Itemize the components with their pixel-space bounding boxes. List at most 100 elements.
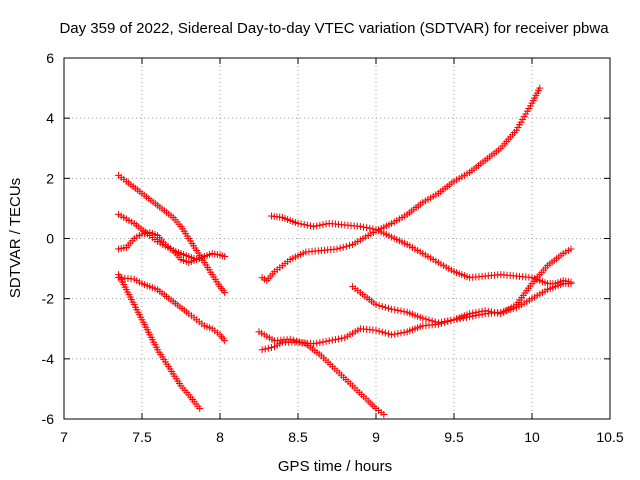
- data-point: [394, 306, 402, 314]
- data-point: [292, 337, 300, 345]
- x-tick-label: 8: [216, 429, 224, 445]
- data-point: [300, 221, 308, 229]
- data-point: [375, 327, 383, 335]
- data-point: [391, 306, 399, 314]
- data-point: [567, 245, 575, 253]
- data-point: [481, 307, 489, 315]
- data-point: [469, 309, 477, 317]
- x-tick-label: 9: [372, 429, 380, 445]
- data-point: [475, 308, 483, 316]
- data-point: [380, 410, 388, 418]
- data-point: [466, 310, 474, 318]
- x-tick-label: 7: [60, 429, 68, 445]
- data-point: [196, 404, 204, 412]
- data-points: [115, 84, 575, 418]
- data-point: [336, 244, 344, 252]
- data-point: [316, 221, 324, 229]
- data-point: [369, 225, 377, 233]
- data-point: [289, 336, 297, 344]
- data-point: [384, 330, 392, 338]
- data-point: [313, 222, 321, 230]
- data-point: [394, 330, 402, 338]
- data-point: [342, 242, 350, 250]
- data-point: [335, 335, 343, 343]
- data-point: [221, 253, 229, 261]
- data-point: [356, 222, 364, 230]
- data-point: [366, 224, 374, 232]
- series-track-6: [258, 84, 544, 285]
- series-track-1: [115, 171, 229, 297]
- series-track-5: [115, 271, 204, 412]
- data-point: [294, 219, 302, 227]
- data-point: [325, 337, 333, 345]
- data-point: [536, 84, 544, 92]
- series-track-3: [115, 228, 208, 267]
- data-point: [375, 302, 383, 310]
- data-point: [286, 335, 294, 343]
- data-point: [484, 307, 492, 315]
- data-point: [221, 337, 229, 345]
- data-point: [258, 346, 266, 354]
- data-point: [296, 338, 304, 346]
- x-tick-label: 7.5: [132, 429, 152, 445]
- data-point: [441, 318, 449, 326]
- data-point: [267, 344, 275, 352]
- x-tick-label: 9.5: [444, 429, 464, 445]
- data-point: [472, 309, 480, 317]
- y-tick-label: 2: [46, 170, 54, 186]
- plot-frame: [63, 57, 611, 420]
- data-point: [319, 221, 327, 229]
- gridlines: [64, 58, 610, 419]
- x-tick-label: 10.5: [596, 429, 623, 445]
- x-tick-label: 10: [524, 429, 540, 445]
- data-point: [322, 220, 330, 228]
- data-point: [438, 319, 446, 327]
- data-point: [313, 339, 321, 347]
- axis-ticks: 7 7.5 8 8.5 9 9.5 10 10.5 -6 -4 -2 0 2 4 6: [42, 50, 624, 445]
- series-track-9: [258, 245, 575, 354]
- data-point: [333, 245, 341, 253]
- data-point: [264, 344, 272, 352]
- data-point: [299, 339, 307, 347]
- data-point: [400, 308, 408, 316]
- data-point: [338, 334, 346, 342]
- data-point: [567, 280, 575, 288]
- data-point: [422, 315, 430, 323]
- x-tick-label: 8.5: [288, 429, 308, 445]
- data-point: [397, 329, 405, 337]
- data-point: [434, 320, 442, 328]
- data-point: [328, 336, 336, 344]
- data-point: [316, 339, 324, 347]
- data-point: [345, 241, 353, 249]
- data-point: [322, 337, 330, 345]
- y-tick-label: -2: [42, 291, 55, 307]
- series-track-4: [115, 274, 229, 345]
- data-point: [494, 309, 502, 317]
- data-point: [388, 305, 396, 313]
- series-track-10: [255, 328, 388, 418]
- data-point: [384, 304, 392, 312]
- data-point: [444, 318, 452, 326]
- data-point: [339, 243, 347, 251]
- y-tick-label: 4: [46, 110, 54, 126]
- y-axis-label: SDTVAR / TECUs: [7, 178, 24, 298]
- data-point: [447, 317, 455, 325]
- data-point: [381, 329, 389, 337]
- data-point: [381, 303, 389, 311]
- data-point: [491, 309, 499, 317]
- data-point: [378, 302, 386, 310]
- data-point: [331, 336, 339, 344]
- data-point: [319, 338, 327, 346]
- data-point: [478, 307, 486, 315]
- data-point: [378, 328, 386, 336]
- data-point: [310, 222, 318, 230]
- y-tick-label: -4: [42, 351, 55, 367]
- chart-title: Day 359 of 2022, Sidereal Day-to-day VTE…: [59, 20, 609, 37]
- data-point: [487, 308, 495, 316]
- y-tick-label: 0: [46, 231, 54, 247]
- data-point: [363, 224, 371, 232]
- x-axis-label: GPS time / hours: [278, 458, 392, 475]
- data-point: [419, 314, 427, 322]
- y-tick-label: -6: [42, 411, 55, 427]
